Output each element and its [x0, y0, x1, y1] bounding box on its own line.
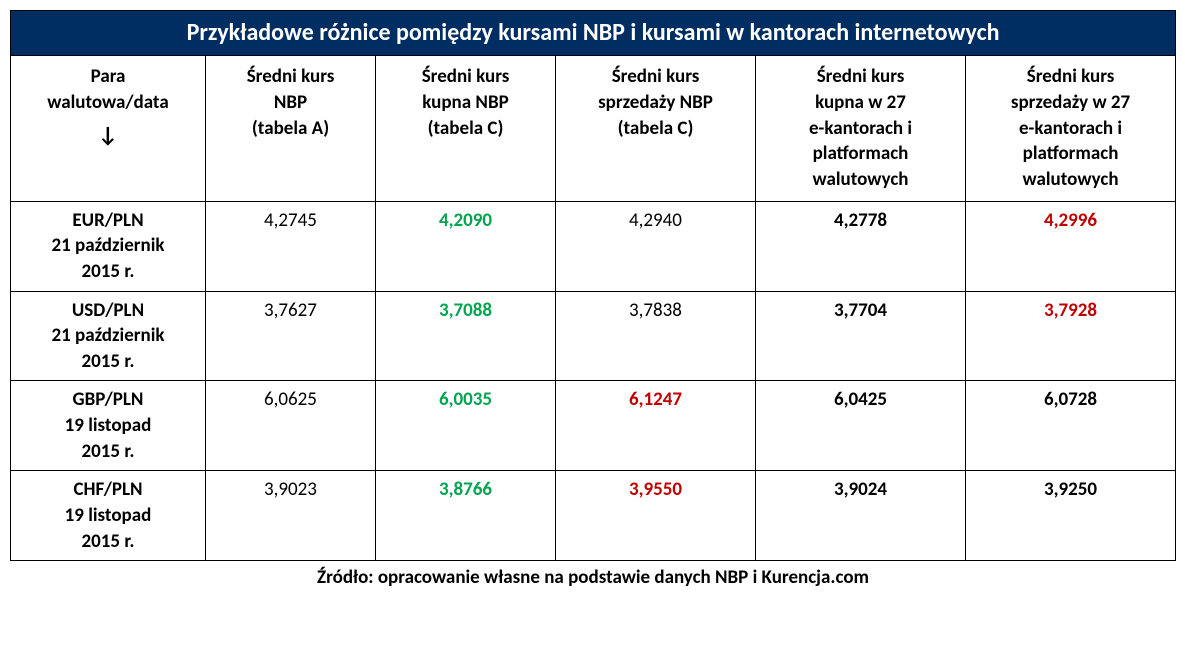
table-row: CHF/PLN19 listopad2015 r.3,90233,87663,9…	[11, 471, 1176, 561]
table-header-row: Para walutowa/data ↓ Średni kurs NBP (ta…	[11, 56, 1176, 201]
pair-date: 2015 r.	[82, 350, 135, 373]
row-label-cell: CHF/PLN 19 listopad 2015 r.	[11, 471, 206, 561]
col-header-text: (tabela C)	[618, 117, 694, 140]
col-header-text: platformach	[1023, 142, 1119, 165]
table-row: GBP/PLN 19 listopad 2015 r. 6,06256,00356,1…	[11, 381, 1176, 471]
col-header-text: Średni kurs	[817, 65, 905, 88]
col-header-text: (tabela A)	[252, 117, 329, 140]
value-cell: 3,7088	[376, 291, 556, 381]
row-label-cell: GBP/PLN 19 listopad 2015 r.	[11, 381, 206, 471]
table-title: Przykładowe różnice pomiędzy kursami NBP…	[11, 11, 1176, 56]
col-header-text: Para	[91, 65, 126, 88]
col-header-text: sprzedaży w 27	[1011, 91, 1130, 114]
value-cell: 4,2778	[756, 201, 966, 291]
col-header-text: walutowych	[1023, 168, 1119, 191]
col-header-ekantor-sell: Średni kurs sprzedaży w 27 e-kantorach i…	[966, 56, 1176, 201]
col-header-text: kupna NBP	[422, 91, 508, 114]
value-cell: 3,7627	[206, 291, 376, 381]
value-cell: 3,9023	[206, 471, 376, 561]
value-cell: 4,2996	[966, 201, 1176, 291]
col-header-text: kupna w 27	[815, 91, 906, 114]
value-cell: 3,7838	[556, 291, 756, 381]
value-cell: 3,7704	[756, 291, 966, 381]
pair-date: 19 listopad	[65, 414, 152, 437]
pair-date: 2015 r.	[82, 530, 135, 553]
table-row: USD/PLN21 październik 2015 r. 3,76273,7088…	[11, 291, 1176, 381]
col-header-text: Średni kurs	[612, 65, 700, 88]
value-cell: 6,0035	[376, 381, 556, 471]
table-title-row: Przykładowe różnice pomiędzy kursami NBP…	[11, 11, 1176, 56]
col-header-text: Średni kurs	[1027, 65, 1115, 88]
col-header-text: NBP	[274, 91, 307, 114]
value-cell: 3,9550	[556, 471, 756, 561]
col-header-ekantor-buy: Średni kurs kupna w 27 e-kantorach i pla…	[756, 56, 966, 201]
table-source-footer: Źródło: opracowanie własne na podstawie …	[11, 561, 1176, 597]
value-cell: 6,0625	[206, 381, 376, 471]
value-cell: 6,0728	[966, 381, 1176, 471]
value-cell: 3,7928	[966, 291, 1176, 381]
table-row: EUR/PLN21 październik 2015 r. 4,27454,2090…	[11, 201, 1176, 291]
value-cell: 3,9250	[966, 471, 1176, 561]
col-header-text: (tabela C)	[428, 117, 504, 140]
down-arrow-icon: ↓	[15, 120, 201, 150]
col-header-text: walutowych	[813, 168, 909, 191]
pair-date: 21 październik	[51, 324, 164, 347]
pair-name: EUR/PLN	[72, 209, 143, 232]
value-cell: 4,2090	[376, 201, 556, 291]
col-header-text: Średni kurs	[422, 65, 510, 88]
row-label-cell: USD/PLN21 październik 2015 r.	[11, 291, 206, 381]
col-header-text: Średni kurs	[247, 65, 335, 88]
col-header-text: sprzedaży NBP	[598, 91, 713, 114]
col-header-text: platformach	[813, 142, 909, 165]
value-cell: 3,8766	[376, 471, 556, 561]
col-header-text: e-kantorach i	[809, 117, 912, 140]
col-header-nbp-sell: Średni kurs sprzedaży NBP (tabela C)	[556, 56, 756, 201]
pair-date: 21 październik	[51, 234, 164, 257]
col-header-nbp-buy: Średni kurs kupna NBP (tabela C)	[376, 56, 556, 201]
col-header-text: e-kantorach i	[1019, 117, 1122, 140]
col-header-nbp-a: Średni kurs NBP (tabela A)	[206, 56, 376, 201]
col-header-pair: Para walutowa/data ↓	[11, 56, 206, 201]
pair-name: USD/PLN	[72, 299, 144, 322]
table-footer-row: Źródło: opracowanie własne na podstawie …	[11, 561, 1176, 597]
currency-comparison-table: Przykładowe różnice pomiędzy kursami NBP…	[10, 10, 1176, 597]
pair-date: 2015 r.	[82, 440, 135, 463]
pair-name: GBP/PLN	[73, 388, 144, 411]
col-header-text: walutowa/data	[47, 91, 168, 114]
pair-name: CHF/PLN	[73, 478, 142, 501]
row-label-cell: EUR/PLN21 październik 2015 r.	[11, 201, 206, 291]
value-cell: 3,9024	[756, 471, 966, 561]
value-cell: 6,1247	[556, 381, 756, 471]
value-cell: 6,0425	[756, 381, 966, 471]
value-cell: 4,2745	[206, 201, 376, 291]
pair-date: 19 listopad	[65, 504, 152, 527]
value-cell: 4,2940	[556, 201, 756, 291]
pair-date: 2015 r.	[82, 260, 135, 283]
